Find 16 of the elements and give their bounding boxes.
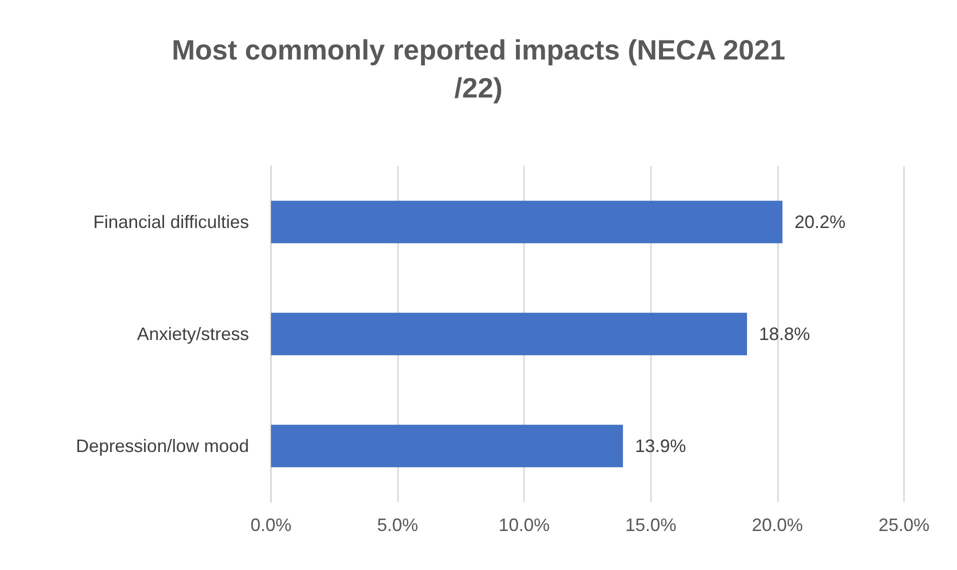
y-tick-label: Financial difficulties [93, 212, 249, 232]
bar [271, 312, 748, 356]
x-tick-label: 10.0% [498, 515, 550, 535]
data-label: 18.8% [759, 324, 810, 344]
bar [271, 424, 623, 468]
data-label: 20.2% [794, 212, 846, 232]
bar [271, 200, 782, 244]
x-tick-label: 5.0% [377, 515, 418, 535]
x-tick-label: 0.0% [250, 515, 292, 535]
x-tick-label: 15.0% [625, 515, 676, 535]
x-tick-label: 25.0% [878, 515, 930, 535]
x-tick-label: 20.0% [752, 515, 803, 535]
y-tick-label: Depression/low mood [76, 436, 249, 456]
data-label: 13.9% [634, 436, 686, 456]
y-tick-label: Anxiety/stress [136, 324, 249, 344]
chart-title: Most commonly reported impacts (NECA 2021/22) [172, 34, 786, 104]
